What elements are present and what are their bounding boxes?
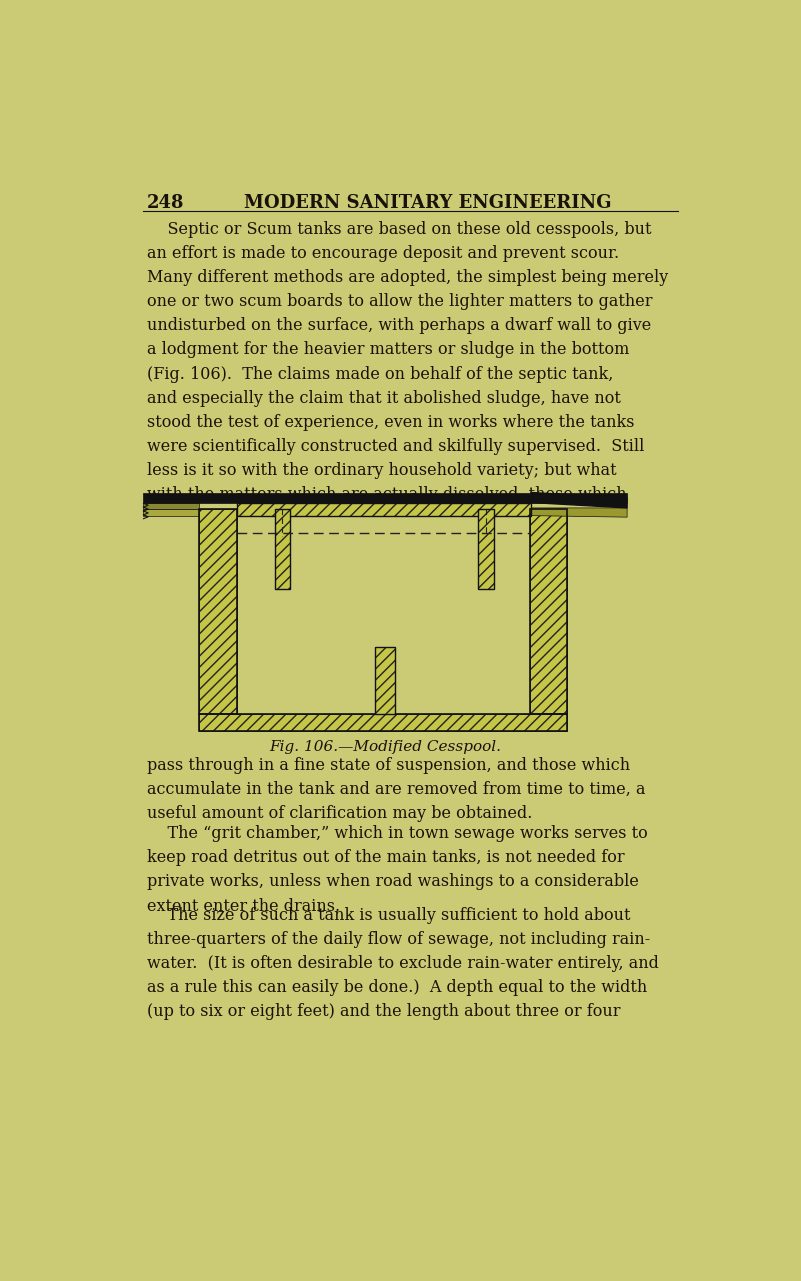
- Text: The size of such a tank is usually sufficient to hold about
three-quarters of th: The size of such a tank is usually suffi…: [147, 907, 658, 1021]
- Text: 248: 248: [147, 193, 184, 211]
- Bar: [275, 510, 290, 589]
- Text: Fig. 106.—Modified Cesspool.: Fig. 106.—Modified Cesspool.: [269, 740, 501, 755]
- Bar: [375, 647, 396, 715]
- Bar: [478, 510, 494, 589]
- Bar: [199, 715, 567, 731]
- Bar: [236, 502, 531, 516]
- Bar: [199, 510, 236, 715]
- Text: The “grit chamber,” which in town sewage works serves to
keep road detritus out : The “grit chamber,” which in town sewage…: [147, 825, 647, 915]
- Bar: [236, 510, 530, 715]
- Bar: [275, 510, 290, 589]
- Bar: [143, 502, 199, 510]
- Bar: [530, 510, 567, 715]
- Polygon shape: [531, 492, 627, 509]
- Bar: [199, 510, 236, 715]
- Polygon shape: [531, 509, 627, 518]
- Bar: [236, 502, 531, 516]
- Bar: [199, 715, 567, 731]
- Bar: [375, 647, 396, 715]
- Bar: [530, 510, 567, 715]
- Text: Septic or Scum tanks are based on these old cesspools, but
an effort is made to : Septic or Scum tanks are based on these …: [147, 220, 668, 503]
- Bar: [143, 510, 199, 516]
- Bar: [478, 510, 494, 589]
- Text: MODERN SANITARY ENGINEERING: MODERN SANITARY ENGINEERING: [244, 193, 611, 211]
- Bar: [143, 492, 627, 502]
- Text: pass through in a fine state of suspension, and those which
accumulate in the ta: pass through in a fine state of suspensi…: [147, 757, 645, 822]
